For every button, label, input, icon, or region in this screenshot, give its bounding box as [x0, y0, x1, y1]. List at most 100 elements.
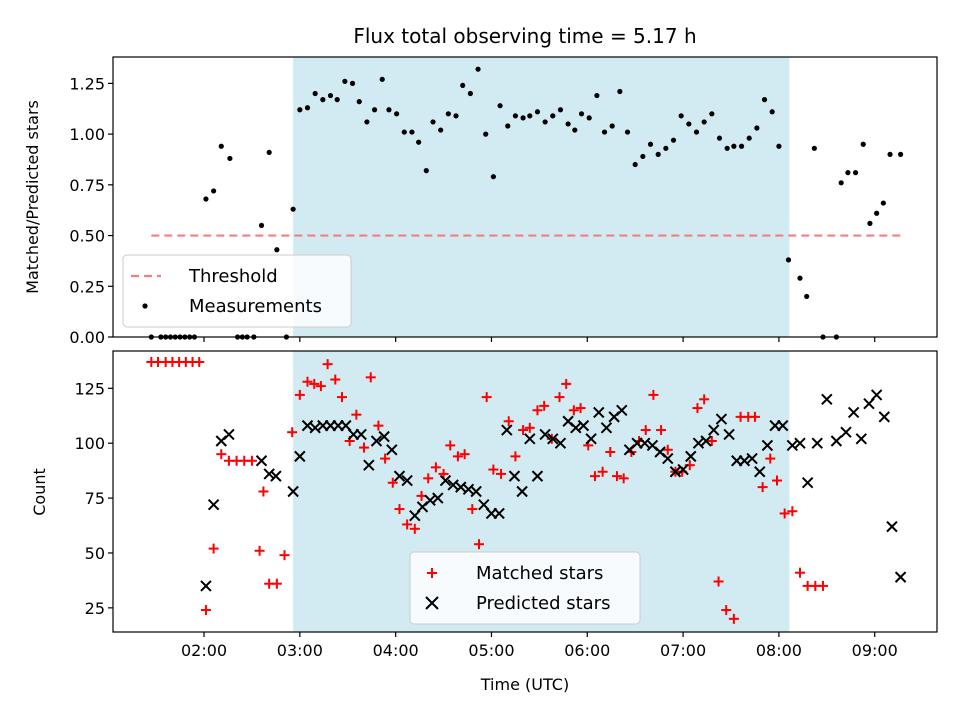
y-tick-label: 0.00: [69, 328, 105, 347]
data-point: [497, 103, 503, 109]
data-point-stroke: [654, 446, 666, 458]
data-point-stroke: [432, 492, 444, 504]
data-point: [594, 92, 600, 99]
data-point: [516, 485, 528, 498]
data-point: [852, 170, 859, 176]
legend-swatch: [425, 596, 439, 610]
data-point: [779, 508, 790, 519]
data-point: [542, 119, 548, 125]
data-point: [709, 111, 715, 117]
data-point: [453, 113, 459, 119]
data-point: [586, 115, 592, 121]
data-point: [279, 550, 290, 561]
data-point-stroke: [761, 439, 774, 452]
data-point: [365, 372, 376, 383]
legend-swatch: [142, 303, 148, 309]
data-point-stroke: [821, 393, 833, 406]
data-point-stroke: [401, 474, 413, 487]
data-point-stroke: [811, 437, 823, 449]
data-point-stroke: [493, 507, 505, 520]
data-point-stroke: [287, 485, 299, 498]
data-point: [534, 109, 541, 115]
data-point-stroke: [754, 466, 766, 478]
data-point: [701, 119, 707, 125]
data-point: [894, 571, 907, 583]
chart-title: Flux total observing time = 5.17 h: [353, 24, 696, 48]
data-point: [787, 506, 798, 517]
data-point: [527, 113, 533, 119]
data-point: [728, 613, 739, 624]
data-point: [561, 378, 572, 389]
y-tick-label: 1.25: [69, 74, 105, 93]
data-point: [501, 424, 513, 436]
data-point-stroke: [777, 419, 789, 432]
data-point: [203, 196, 209, 202]
data-point-stroke: [200, 580, 212, 592]
data-point: [263, 468, 275, 480]
data-point: [605, 446, 616, 457]
data-point: [430, 119, 436, 125]
y-tick-label: 25: [85, 599, 105, 618]
data-point-stroke: [585, 433, 597, 445]
data-point: [724, 145, 730, 151]
data-point: [493, 507, 505, 520]
data-point: [678, 113, 684, 119]
data-point-stroke: [878, 411, 891, 423]
data-point-stroke: [439, 474, 452, 487]
data-point: [662, 452, 674, 465]
data-point-stroke: [577, 419, 590, 432]
data-point: [771, 475, 782, 486]
data-point: [855, 433, 868, 445]
data-point-stroke: [870, 389, 883, 401]
data-point: [430, 462, 441, 473]
data-point: [860, 141, 866, 147]
data-point: [547, 433, 559, 445]
data-point: [363, 459, 375, 471]
data-point: [693, 129, 700, 135]
data-point-stroke: [424, 494, 436, 506]
data-point: [797, 275, 803, 281]
data-point: [227, 155, 233, 162]
data-point: [597, 466, 608, 477]
data-point: [765, 453, 776, 464]
data-point: [686, 121, 692, 127]
data-point: [402, 519, 413, 530]
data-point: [731, 143, 737, 149]
data-point: [336, 392, 347, 403]
data-point: [386, 444, 398, 456]
data-point: [589, 471, 600, 482]
y-tick-label: 75: [85, 489, 105, 508]
data-point: [700, 435, 712, 447]
plot-frame: [112, 350, 938, 633]
data-point: [757, 482, 768, 493]
data-point: [520, 115, 526, 121]
data-point: [351, 409, 362, 420]
data-point: [677, 463, 689, 476]
data-point: [439, 474, 452, 487]
data-point: [685, 450, 697, 463]
data-point-stroke: [685, 450, 697, 463]
data-point: [716, 135, 723, 141]
x-tick-label: 03:00: [277, 641, 323, 660]
data-point: [359, 442, 370, 453]
data-point: [274, 247, 280, 253]
legend-box: [122, 254, 352, 328]
data-point: [467, 90, 473, 97]
data-point: [370, 435, 383, 447]
data-point: [878, 411, 891, 423]
data-point-stroke: [662, 452, 674, 465]
y-tick-label: 50: [85, 544, 105, 563]
data-point: [593, 406, 605, 419]
data-point: [467, 504, 478, 515]
data-point: [518, 425, 529, 436]
data-point-stroke: [723, 428, 735, 441]
data-point-stroke: [616, 404, 628, 416]
x-tick-label: 04:00: [373, 641, 419, 660]
data-point: [715, 413, 728, 425]
data-point: [211, 188, 217, 194]
data-point-stroke: [539, 428, 551, 441]
data-point-stroke: [600, 422, 613, 434]
y-axis-label-count: Count: [30, 468, 49, 516]
data-point: [496, 468, 507, 479]
data-point: [640, 425, 651, 436]
